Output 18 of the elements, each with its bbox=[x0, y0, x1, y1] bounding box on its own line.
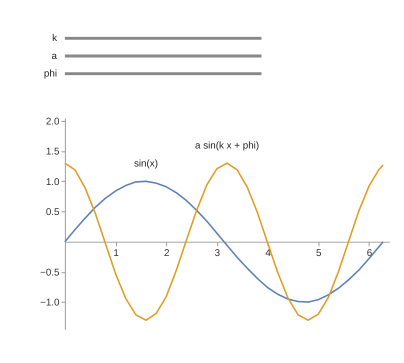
y-tick-label: 1.0 bbox=[46, 176, 60, 188]
series-label: sin(x) bbox=[134, 158, 158, 170]
x-tick-label: 6 bbox=[366, 248, 373, 259]
y-tick-label: −0.5 bbox=[40, 267, 60, 278]
x-tick-label: 3 bbox=[214, 248, 221, 259]
series-label: a sin(k x + phi) bbox=[195, 140, 260, 152]
y-tick-label: 2.0 bbox=[46, 116, 60, 128]
y-tick-label: 0.5 bbox=[46, 206, 60, 218]
text: k bbox=[52, 33, 58, 44]
x-tick-label: 2 bbox=[164, 248, 170, 259]
x-tick-label: 1 bbox=[113, 248, 119, 259]
x-tick-label: 4 bbox=[265, 248, 272, 259]
text: a bbox=[52, 50, 58, 62]
line-series bbox=[64, 180, 384, 303]
x-tick-label: 5 bbox=[316, 248, 322, 259]
text: phi bbox=[44, 68, 58, 80]
y-tick-label: −1.0 bbox=[40, 298, 60, 309]
y-tick-label: 1.5 bbox=[46, 146, 60, 158]
